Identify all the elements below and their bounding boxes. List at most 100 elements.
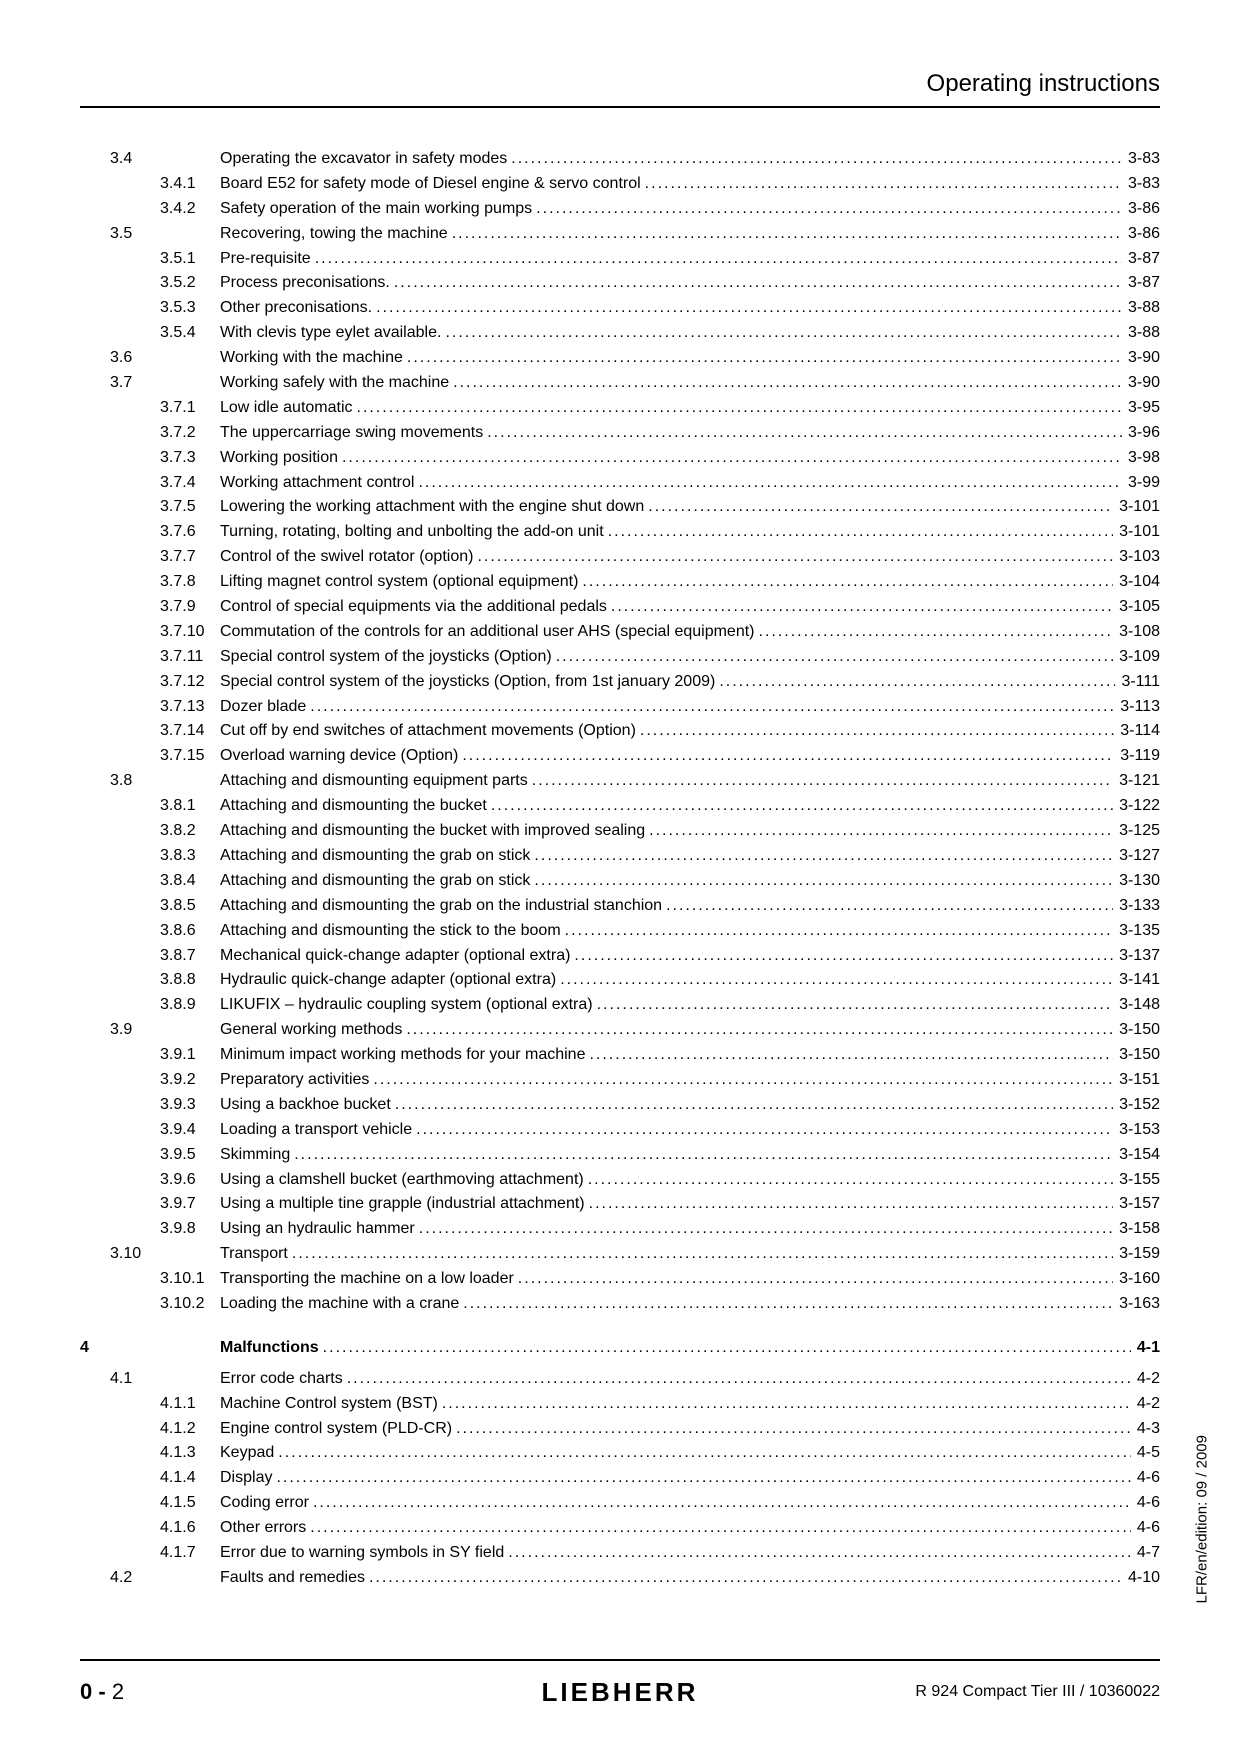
toc-page-ref: 3-90 bbox=[1122, 347, 1160, 369]
toc-leader-dots bbox=[518, 1268, 1113, 1290]
toc-row: 4.1.4Display 4-6 bbox=[80, 1467, 1160, 1489]
toc-subsection-num: 3.8.9 bbox=[160, 994, 220, 1016]
toc-entry-title: Lifting magnet control system (optional … bbox=[220, 571, 582, 593]
toc-leader-dots bbox=[453, 372, 1122, 394]
toc-row: 3.9.2Preparatory activities 3-151 bbox=[80, 1069, 1160, 1091]
toc-entry-title: Commutation of the controls for an addit… bbox=[220, 621, 759, 643]
toc-leader-dots bbox=[565, 920, 1113, 942]
edition-side-text: LFR/en/edition: 09 / 2009 bbox=[1193, 1435, 1210, 1603]
toc-page-ref: 3-109 bbox=[1113, 646, 1160, 668]
toc-page-ref: 3-83 bbox=[1122, 148, 1160, 170]
toc-leader-dots bbox=[462, 745, 1114, 767]
toc-subsection-num: 3.7.6 bbox=[160, 521, 220, 543]
toc-page-ref: 3-103 bbox=[1113, 546, 1160, 568]
toc-page-ref: 3-101 bbox=[1113, 521, 1160, 543]
toc-leader-dots bbox=[532, 770, 1113, 792]
toc-leader-dots bbox=[278, 1442, 1131, 1464]
toc-page-ref: 3-151 bbox=[1113, 1069, 1160, 1091]
toc-subsection-num: 4.1.4 bbox=[160, 1467, 220, 1489]
toc-row: 3.7.3Working position 3-98 bbox=[80, 447, 1160, 469]
toc-subsection-num: 3.8.8 bbox=[160, 969, 220, 991]
toc-entry-title: Minimum impact working methods for your … bbox=[220, 1044, 589, 1066]
toc-entry-title: Coding error bbox=[220, 1492, 313, 1514]
toc-section-num: 4.1 bbox=[110, 1368, 160, 1390]
toc-entry-title: Working attachment control bbox=[220, 472, 418, 494]
toc-leader-dots bbox=[574, 945, 1113, 967]
toc-row: 4.1.3Keypad 4-5 bbox=[80, 1442, 1160, 1464]
toc-entry-title: LIKUFIX – hydraulic coupling system (opt… bbox=[220, 994, 597, 1016]
toc-leader-dots bbox=[463, 1293, 1113, 1315]
toc-subsection-num: 3.9.2 bbox=[160, 1069, 220, 1091]
toc-subsection-num: 3.7.8 bbox=[160, 571, 220, 593]
toc-row: 4.1.2Engine control system (PLD-CR) 4-3 bbox=[80, 1418, 1160, 1440]
table-of-contents: 3.4Operating the excavator in safety mod… bbox=[80, 148, 1160, 1589]
toc-entry-title: Turning, rotating, bolting and unbolting… bbox=[220, 521, 608, 543]
toc-page-ref: 3-127 bbox=[1113, 845, 1160, 867]
toc-row: 3.5.2Process preconisations. 3-87 bbox=[80, 272, 1160, 294]
toc-leader-dots bbox=[394, 272, 1122, 294]
toc-page-ref: 3-87 bbox=[1122, 248, 1160, 270]
toc-row: 3.8.6Attaching and dismounting the stick… bbox=[80, 920, 1160, 942]
toc-entry-title: Error due to warning symbols in SY field bbox=[220, 1542, 508, 1564]
toc-subsection-num: 3.10.1 bbox=[160, 1268, 220, 1290]
toc-row: 3.4.1Board E52 for safety mode of Diesel… bbox=[80, 173, 1160, 195]
toc-entry-title: Dozer blade bbox=[220, 696, 310, 718]
toc-leader-dots bbox=[315, 248, 1122, 270]
toc-entry-title: Attaching and dismounting the grab on st… bbox=[220, 870, 534, 892]
toc-leader-dots bbox=[456, 1418, 1131, 1440]
toc-leader-dots bbox=[645, 173, 1122, 195]
toc-page-ref: 3-114 bbox=[1114, 720, 1160, 742]
toc-leader-dots bbox=[666, 895, 1113, 917]
toc-subsection-num: 3.5.3 bbox=[160, 297, 220, 319]
toc-entry-title: Using an hydraulic hammer bbox=[220, 1218, 419, 1240]
toc-subsection-num: 3.7.5 bbox=[160, 496, 220, 518]
toc-page-ref: 3-121 bbox=[1113, 770, 1160, 792]
toc-subsection-num: 3.9.3 bbox=[160, 1094, 220, 1116]
toc-leader-dots bbox=[445, 322, 1122, 344]
toc-leader-dots bbox=[588, 1169, 1113, 1191]
footer-doc-id: R 924 Compact Tier III / 10360022 bbox=[915, 1683, 1160, 1701]
toc-entry-title: Other errors bbox=[220, 1517, 310, 1539]
toc-page-ref: 4-5 bbox=[1131, 1442, 1160, 1464]
toc-row: 3.9.5Skimming 3-154 bbox=[80, 1144, 1160, 1166]
toc-leader-dots bbox=[597, 994, 1113, 1016]
toc-subsection-num: 3.8.6 bbox=[160, 920, 220, 942]
toc-row: 3.7.14Cut off by end switches of attachm… bbox=[80, 720, 1160, 742]
toc-page-ref: 3-137 bbox=[1113, 945, 1160, 967]
toc-leader-dots bbox=[452, 223, 1122, 245]
toc-row: 4.1.7Error due to warning symbols in SY … bbox=[80, 1542, 1160, 1564]
toc-entry-title: Safety operation of the main working pum… bbox=[220, 198, 536, 220]
toc-row: 3.7.7Control of the swivel rotator (opti… bbox=[80, 546, 1160, 568]
toc-leader-dots bbox=[369, 1567, 1122, 1589]
toc-leader-dots bbox=[640, 720, 1114, 742]
toc-entry-title: Using a multiple tine grapple (industria… bbox=[220, 1193, 589, 1215]
toc-subsection-num: 3.8.4 bbox=[160, 870, 220, 892]
toc-leader-dots bbox=[357, 397, 1122, 419]
toc-leader-dots bbox=[376, 297, 1122, 319]
toc-subsection-num: 4.1.3 bbox=[160, 1442, 220, 1464]
toc-leader-dots bbox=[589, 1193, 1113, 1215]
toc-page-ref: 3-141 bbox=[1113, 969, 1160, 991]
toc-row: 3.8.9LIKUFIX – hydraulic coupling system… bbox=[80, 994, 1160, 1016]
toc-subsection-num: 4.1.1 bbox=[160, 1393, 220, 1415]
toc-entry-title: Working position bbox=[220, 447, 342, 469]
toc-page-ref: 3-150 bbox=[1113, 1044, 1160, 1066]
toc-row: 3.8.7Mechanical quick-change adapter (op… bbox=[80, 945, 1160, 967]
toc-page-ref: 3-159 bbox=[1113, 1243, 1160, 1265]
toc-row: 3.6Working with the machine 3-90 bbox=[80, 347, 1160, 369]
toc-page-ref: 4-10 bbox=[1122, 1567, 1160, 1589]
toc-leader-dots bbox=[407, 347, 1122, 369]
toc-row: 3.5.4With clevis type eylet available. 3… bbox=[80, 322, 1160, 344]
toc-entry-title: Hydraulic quick-change adapter (optional… bbox=[220, 969, 560, 991]
toc-subsection-num: 3.8.5 bbox=[160, 895, 220, 917]
toc-page-ref: 3-148 bbox=[1113, 994, 1160, 1016]
toc-leader-dots bbox=[276, 1467, 1130, 1489]
toc-row: 4.1.1Machine Control system (BST) 4-2 bbox=[80, 1393, 1160, 1415]
toc-entry-title: Working safely with the machine bbox=[220, 372, 453, 394]
page-footer: 0 - 2 LIEBHERR R 924 Compact Tier III / … bbox=[80, 1659, 1160, 1705]
toc-row: 3.7.8Lifting magnet control system (opti… bbox=[80, 571, 1160, 593]
toc-subsection-num: 3.7.7 bbox=[160, 546, 220, 568]
toc-leader-dots bbox=[608, 521, 1113, 543]
toc-leader-dots bbox=[313, 1492, 1131, 1514]
toc-entry-title: Using a clamshell bucket (earthmoving at… bbox=[220, 1169, 588, 1191]
